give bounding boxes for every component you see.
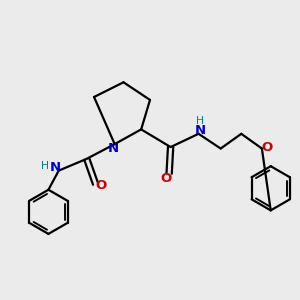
- Text: O: O: [160, 172, 172, 185]
- Text: N: N: [50, 160, 61, 174]
- Text: H: H: [196, 116, 204, 126]
- Text: O: O: [262, 141, 273, 154]
- Text: H: H: [41, 161, 50, 171]
- Text: O: O: [96, 179, 107, 192]
- Text: N: N: [108, 142, 119, 155]
- Text: N: N: [194, 124, 206, 137]
